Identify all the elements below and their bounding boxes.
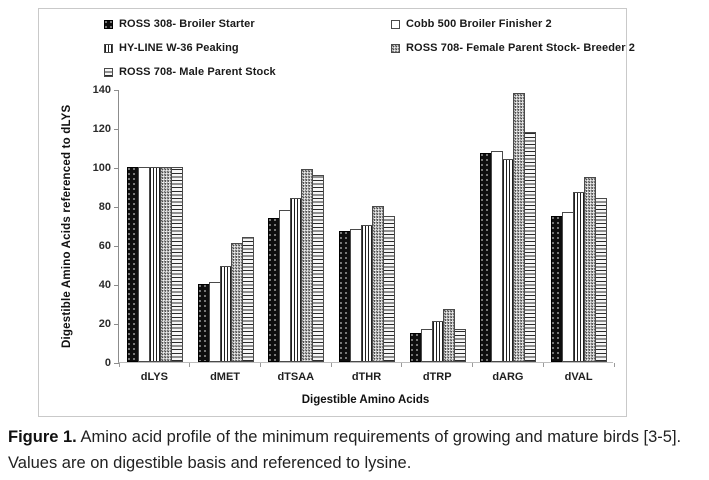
y-tick-label-20: 20 [98,318,111,330]
y-tick-label-120: 120 [92,123,111,135]
x-tick-mark [118,363,120,367]
bar-dMET-vertical-stripes [219,266,232,362]
x-tick-mark [189,363,191,367]
bar-dVAL-horizontal-stripes [595,198,608,362]
x-category-label-dVAL: dVAL [564,371,593,383]
x-tick-mark [472,363,474,367]
legend-label: ROSS 308- Broiler Starter [119,18,255,30]
y-tick-mark [114,284,119,286]
x-category-label-dTSAA: dTSAA [277,371,315,383]
bar-group-dVAL [543,90,614,362]
y-tick-label-60: 60 [98,240,111,252]
legend-item-horizontal-stripes: ROSS 708- Male Parent Stock [104,66,276,78]
legend-marker-gray-speckle [391,43,400,53]
x-tick-mark [401,363,403,367]
bar-dVAL-black-speckle [551,216,564,362]
x-tick-mark [330,363,332,367]
bar-dVAL-vertical-stripes [573,192,586,362]
x-category-label-dMET: dMET [210,371,241,383]
x-axis-title: Digestible Amino Acids [301,394,430,406]
bar-group-dTRP [402,90,473,362]
y-tick-mark [114,245,119,247]
x-tick-mark [542,363,544,367]
bar-dTSAA-vertical-stripes [290,198,303,362]
x-category-label-dTHR: dTHR [351,371,382,383]
figure-box: ROSS 308- Broiler Starter Cobb 500 Broile… [38,8,635,417]
bar-dARG-vertical-stripes [502,159,515,362]
x-category-label-dARG: dARG [492,371,524,383]
legend-marker-white [391,19,400,29]
bar-dLYS-horizontal-stripes [170,167,183,362]
bar-dTRP-vertical-stripes [431,321,444,362]
bar-group-dTHR [331,90,402,362]
x-tick-mark [259,363,261,367]
x-tick-mark [613,363,615,367]
legend-label: Cobb 500 Broiler Finisher 2 [406,18,552,30]
legend-label: HY-LINE W-36 Peaking [119,42,239,54]
bar-dTHR-black-speckle [338,231,351,362]
y-tick-mark [114,362,119,364]
legend-item-vertical-stripes: HY-LINE W-36 Peaking [104,42,239,54]
x-category-label-dLYS: dLYS [140,371,168,383]
y-tick-label-80: 80 [98,201,111,213]
y-tick-mark [114,128,119,130]
y-tick-mark [114,206,119,208]
legend-item-black-speckle: ROSS 308- Broiler Starter [104,18,255,30]
y-tick-label-0: 0 [104,357,111,369]
y-tick-label-100: 100 [92,162,111,174]
y-tick-mark [114,323,119,325]
bar-dTSAA-horizontal-stripes [312,175,325,362]
y-tick-label-140: 140 [92,84,111,96]
bar-dTHR-vertical-stripes [360,225,373,362]
y-tick-mark [114,167,119,169]
figure-caption-text: Amino acid profile of the minimum requir… [8,428,682,472]
legend-marker-vertical-stripes [104,43,113,53]
y-tick-label-40: 40 [98,279,111,291]
bar-group-dLYS [119,90,190,362]
bar-dARG-horizontal-stripes [524,132,537,362]
bar-dTHR-horizontal-stripes [382,216,395,362]
figure-caption: Figure 1. Amino acid profile of the mini… [8,424,707,476]
legend-label: ROSS 708- Female Parent Stock- Breeder 2 [406,42,635,54]
legend-label: ROSS 708- Male Parent Stock [119,66,276,78]
legend-item-gray-speckle: ROSS 708- Female Parent Stock- Breeder 2 [391,42,635,54]
bar-dTSAA-black-speckle [268,218,281,362]
bar-group-dMET [190,90,261,362]
bar-dMET-horizontal-stripes [241,237,254,362]
legend-marker-horizontal-stripes [104,67,113,77]
legend-item-white: Cobb 500 Broiler Finisher 2 [391,18,552,30]
legend-marker-black-speckle [104,19,113,29]
figure-caption-label: Figure 1. [8,428,77,446]
x-category-label-dTRP: dTRP [422,371,452,383]
bar-group-dTSAA [260,90,331,362]
plot-area: 0 20 40 60 80 100 120 140 dLYS dMET dTSAA dTHR dTRP d… [93,84,615,383]
bar-dTRP-horizontal-stripes [453,329,466,362]
bar-group-dARG [473,90,544,362]
y-tick-mark [114,89,119,91]
